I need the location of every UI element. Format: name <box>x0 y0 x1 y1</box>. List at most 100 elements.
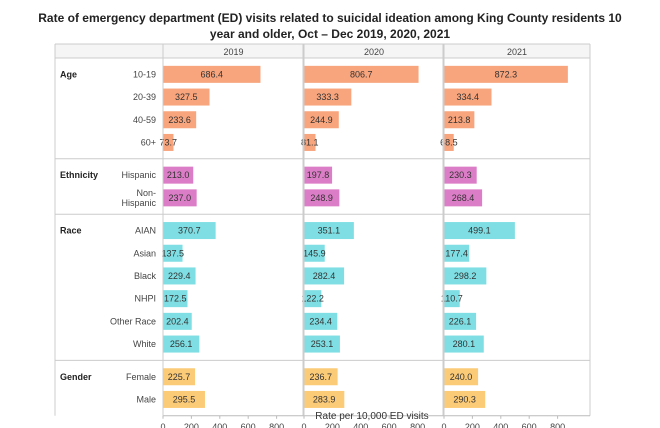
bar <box>163 88 210 106</box>
bar <box>444 244 470 262</box>
data-label: 202.4 <box>166 316 189 326</box>
data-label: 237.0 <box>169 193 192 203</box>
data-label: 370.7 <box>178 226 201 236</box>
bar <box>304 133 316 151</box>
category-label: Female <box>126 372 156 382</box>
data-label: 806.7 <box>350 69 373 79</box>
bar <box>304 312 338 330</box>
category-label: Black <box>134 271 157 281</box>
bar <box>163 189 197 207</box>
data-label: 137.5 <box>161 248 184 258</box>
chart-title-line-2: year and older, Oct – Dec 2019, 2020, 20… <box>210 27 450 41</box>
data-label: 172.5 <box>164 294 187 304</box>
data-label: 225.7 <box>168 372 191 382</box>
bar <box>304 244 325 262</box>
bar <box>304 368 338 386</box>
bar <box>163 335 200 353</box>
data-label: 240.0 <box>450 372 473 382</box>
bar <box>163 222 216 240</box>
data-label: 268.4 <box>452 193 475 203</box>
bar <box>304 111 339 129</box>
x-tick-label: 400 <box>353 422 368 428</box>
data-label: 295.5 <box>173 394 196 404</box>
plot-area: 2019 2020 2021 10-19 Age 686.4 806.7 872.3 20-39… <box>54 43 591 428</box>
x-tick-label: 0 <box>301 422 306 428</box>
data-label: 233.6 <box>168 115 191 125</box>
bar <box>163 244 183 262</box>
category-label: Hispanic <box>121 170 156 180</box>
data-label: 68.5 <box>440 137 458 147</box>
category-label: Hispanic <box>121 198 156 208</box>
bar <box>444 390 486 408</box>
data-label: 298.2 <box>454 271 477 281</box>
bar <box>444 290 460 308</box>
bar <box>163 290 188 308</box>
x-tick-label: 400 <box>493 422 508 428</box>
bar <box>444 65 568 83</box>
data-label: 122.2 <box>301 294 324 304</box>
data-label: 334.4 <box>456 92 479 102</box>
bar <box>304 65 419 83</box>
data-label: 177.4 <box>445 248 468 258</box>
x-tick-label: 600 <box>241 422 256 428</box>
x-tick-label: 800 <box>269 422 284 428</box>
bar <box>444 111 475 129</box>
data-label: 253.1 <box>311 339 334 349</box>
category-label: 10-19 <box>133 69 156 79</box>
data-label: 213.8 <box>448 115 471 125</box>
data-label: 145.9 <box>303 248 326 258</box>
bar <box>444 222 515 240</box>
bar <box>444 335 484 353</box>
bar <box>163 390 205 408</box>
bar <box>444 189 483 207</box>
bar <box>304 390 345 408</box>
category-label: NHPI <box>134 294 156 304</box>
bar <box>444 312 477 330</box>
x-tick-label: 200 <box>184 422 199 428</box>
data-label: 236.7 <box>310 372 333 382</box>
panel-header-band <box>55 44 590 58</box>
category-label: AIAN <box>135 226 156 236</box>
data-label: 283.9 <box>313 394 336 404</box>
data-label: 499.1 <box>468 226 491 236</box>
bar <box>304 335 340 353</box>
bar <box>304 222 354 240</box>
data-label: 81.1 <box>301 137 319 147</box>
category-label: 40-59 <box>133 115 156 125</box>
x-axis-label: Rate per 10,000 ED visits <box>315 411 428 422</box>
data-label: 248.9 <box>310 193 333 203</box>
bar <box>304 290 322 308</box>
panel-header: 2020 <box>364 47 384 57</box>
category-label: Asian <box>133 248 156 258</box>
data-label: 280.1 <box>453 339 476 349</box>
data-label: 686.4 <box>200 69 223 79</box>
data-label: 197.8 <box>307 170 330 180</box>
data-label: 226.1 <box>449 316 472 326</box>
x-tick-label: 800 <box>410 422 425 428</box>
group-label: Race <box>60 226 82 236</box>
data-label: 244.9 <box>310 115 333 125</box>
x-tick-label: 400 <box>212 422 227 428</box>
bar <box>163 133 174 151</box>
panel-header: 2021 <box>507 47 527 57</box>
data-label: 333.3 <box>316 92 339 102</box>
bar <box>304 267 345 285</box>
x-tick-label: 600 <box>382 422 397 428</box>
bar <box>163 267 196 285</box>
data-label: 327.5 <box>175 92 198 102</box>
bar <box>444 133 454 151</box>
x-tick-label: 0 <box>441 422 446 428</box>
bar <box>163 65 261 83</box>
chart-title-line-1: Rate of emergency department (ED) visits… <box>38 11 622 25</box>
data-label: 256.1 <box>170 339 193 349</box>
bar <box>304 166 333 184</box>
panel-header: 2019 <box>223 47 243 57</box>
data-label: 282.4 <box>313 271 336 281</box>
data-label: 73.7 <box>159 137 177 147</box>
bar <box>444 166 477 184</box>
data-label: 290.3 <box>453 394 476 404</box>
x-tick-label: 800 <box>550 422 565 428</box>
x-tick-label: 0 <box>160 422 165 428</box>
category-label: 20-39 <box>133 92 156 102</box>
